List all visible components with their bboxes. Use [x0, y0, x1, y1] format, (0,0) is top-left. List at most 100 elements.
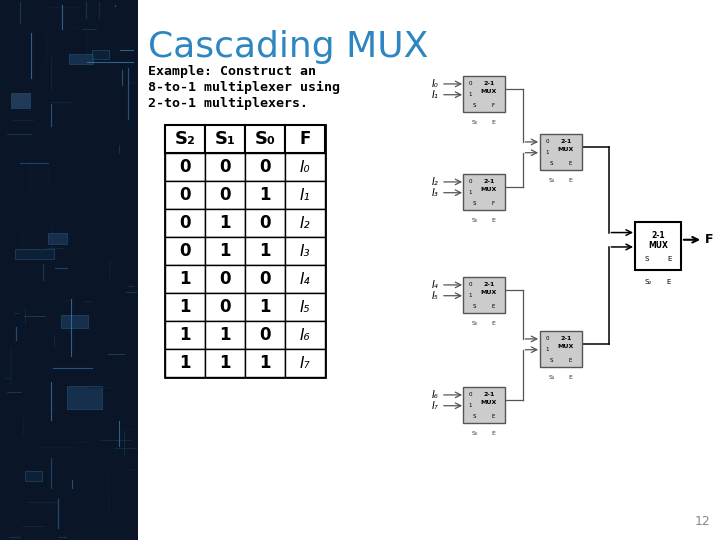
Text: 1: 1: [259, 354, 271, 372]
Bar: [245, 125, 285, 153]
Bar: [12, 93, 30, 107]
Bar: [205, 321, 245, 349]
Bar: [285, 265, 325, 293]
Text: 1: 1: [220, 326, 230, 344]
Text: I₃: I₃: [431, 188, 438, 198]
Text: 1: 1: [469, 403, 472, 408]
Bar: [540, 134, 582, 170]
Text: S₁: S₁: [549, 375, 555, 380]
Bar: [205, 125, 245, 153]
Text: F: F: [492, 201, 495, 206]
Bar: [285, 321, 325, 349]
Text: I₇: I₇: [300, 355, 310, 370]
Text: E: E: [491, 120, 495, 125]
Text: F: F: [300, 130, 311, 148]
Text: 1: 1: [220, 242, 230, 260]
Text: 0: 0: [259, 326, 271, 344]
Text: MUX: MUX: [481, 187, 498, 192]
Bar: [285, 125, 325, 153]
Bar: [165, 321, 205, 349]
Text: 2-1: 2-1: [560, 336, 572, 341]
Text: 1: 1: [469, 92, 472, 97]
Text: F: F: [492, 103, 495, 108]
Text: Example: Construct an: Example: Construct an: [148, 65, 316, 78]
Text: E: E: [666, 279, 670, 285]
Bar: [205, 237, 245, 265]
Text: I₂: I₂: [300, 215, 310, 231]
Text: E: E: [492, 414, 495, 419]
Text: 0: 0: [469, 179, 472, 185]
Text: 2-1: 2-1: [483, 393, 495, 397]
Text: 1: 1: [469, 293, 472, 298]
Text: 1: 1: [546, 150, 549, 155]
Bar: [24, 471, 42, 481]
Text: 0: 0: [179, 158, 191, 176]
Bar: [205, 153, 245, 181]
Bar: [463, 76, 505, 112]
Bar: [245, 153, 285, 181]
Text: S: S: [473, 304, 477, 309]
Bar: [165, 265, 205, 293]
Text: S₀: S₀: [472, 120, 478, 125]
Text: MUX: MUX: [558, 147, 575, 152]
Bar: [205, 181, 245, 209]
Text: 2-1: 2-1: [560, 139, 572, 144]
Bar: [68, 54, 93, 64]
Bar: [48, 233, 66, 244]
Text: 0: 0: [469, 82, 472, 86]
Bar: [285, 349, 325, 377]
Text: E: E: [569, 161, 572, 166]
Bar: [205, 349, 245, 377]
Text: E: E: [667, 256, 672, 262]
Text: I₁: I₁: [431, 90, 438, 100]
Text: 1: 1: [546, 347, 549, 352]
Bar: [165, 293, 205, 321]
Bar: [285, 181, 325, 209]
Bar: [165, 349, 205, 377]
Text: I₆: I₆: [300, 327, 310, 342]
Text: E: E: [491, 431, 495, 436]
Bar: [285, 293, 325, 321]
Bar: [165, 153, 205, 181]
Text: S₀: S₀: [472, 321, 478, 326]
Bar: [245, 349, 285, 377]
Bar: [205, 209, 245, 237]
Text: MUX: MUX: [648, 241, 668, 251]
Text: S: S: [550, 161, 554, 166]
Text: 0: 0: [546, 336, 549, 341]
Text: 2-1: 2-1: [483, 282, 495, 287]
Text: S: S: [473, 414, 477, 419]
Text: 0: 0: [546, 139, 549, 144]
Text: I₆: I₆: [431, 390, 438, 400]
Bar: [285, 153, 325, 181]
Text: 2-to-1 multiplexers.: 2-to-1 multiplexers.: [148, 97, 308, 110]
Bar: [165, 237, 205, 265]
Bar: [205, 265, 245, 293]
Bar: [138, 0, 720, 540]
Bar: [635, 222, 681, 270]
Text: E: E: [568, 178, 572, 183]
Text: 0: 0: [259, 158, 271, 176]
Bar: [165, 125, 205, 153]
Text: 0: 0: [220, 158, 230, 176]
Text: S: S: [644, 256, 649, 262]
Text: 0: 0: [469, 393, 472, 397]
Bar: [15, 248, 54, 259]
Text: S: S: [473, 103, 477, 108]
Text: Cascading MUX: Cascading MUX: [148, 30, 428, 64]
Bar: [245, 265, 285, 293]
Text: 0: 0: [220, 186, 230, 204]
Text: 1: 1: [220, 214, 230, 232]
Text: E: E: [568, 375, 572, 380]
Text: I₂: I₂: [431, 177, 438, 187]
Text: E: E: [491, 321, 495, 326]
Text: I₀: I₀: [431, 79, 438, 89]
Text: 1: 1: [179, 298, 191, 316]
Text: S₀: S₀: [472, 431, 478, 436]
Text: 0: 0: [179, 186, 191, 204]
Text: 12: 12: [694, 515, 710, 528]
Text: S₀: S₀: [472, 218, 478, 223]
Text: I₄: I₄: [300, 272, 310, 287]
Text: I₁: I₁: [300, 187, 310, 202]
Bar: [245, 209, 285, 237]
